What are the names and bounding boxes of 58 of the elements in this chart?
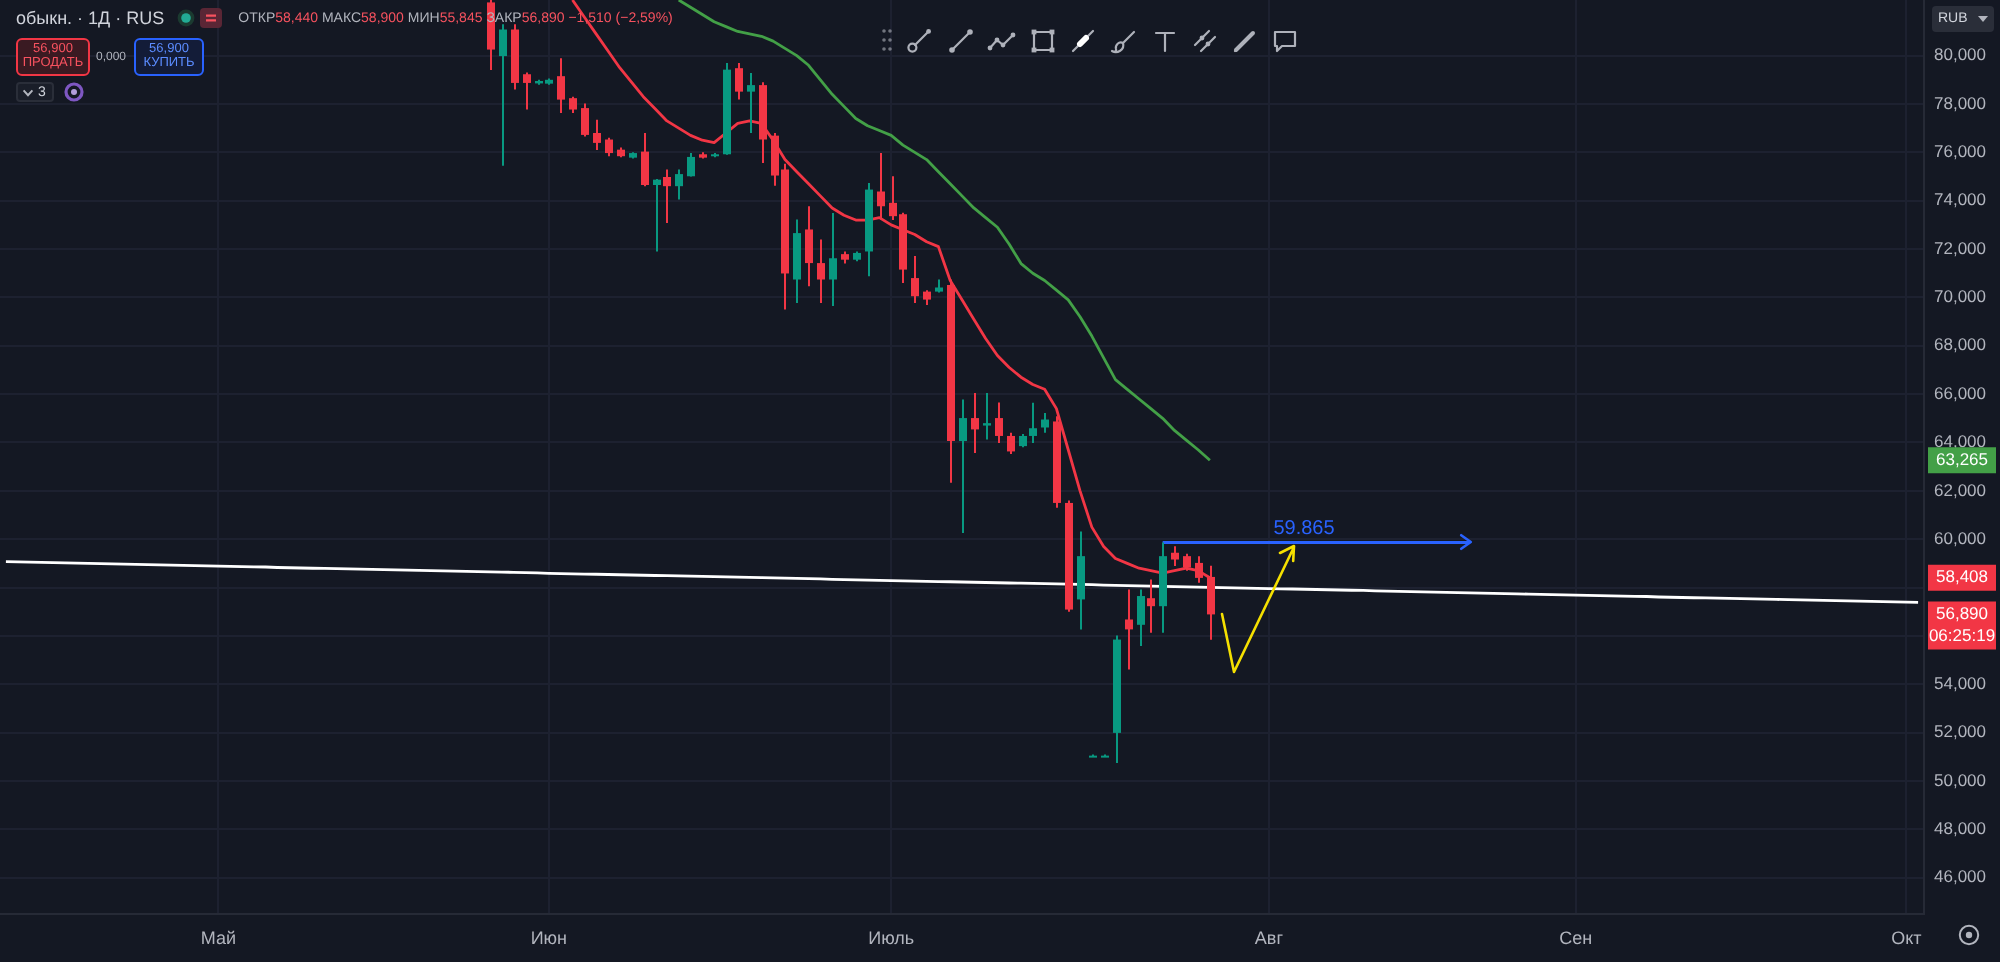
candlestick	[593, 118, 601, 151]
y-tick-label: 72,000	[1934, 237, 1987, 258]
y-tick-label: 66,000	[1934, 382, 1987, 403]
candlestick	[735, 62, 743, 101]
candlestick	[1125, 588, 1133, 671]
candlestick	[641, 131, 649, 188]
y-tick-label: 52,000	[1934, 721, 1987, 742]
x-tick-label: Сен	[1559, 927, 1593, 948]
annotation: 59.865	[1273, 518, 1336, 541]
candlestick	[995, 401, 1003, 444]
candlestick	[557, 57, 565, 114]
text: 63,265	[1936, 448, 1989, 469]
candlestick	[663, 168, 671, 224]
y-tick-label: 62,000	[1934, 479, 1987, 500]
y-tick-label: 46,000	[1934, 866, 1987, 887]
candlestick	[817, 238, 825, 304]
candlestick	[829, 212, 837, 308]
candlestick	[581, 102, 589, 138]
candlestick	[971, 391, 979, 454]
candlestick	[911, 255, 919, 304]
text: 56,890 06:25:19	[1928, 603, 1996, 646]
candlestick	[1041, 411, 1049, 434]
candlestick	[605, 136, 613, 158]
y-tick-label: 74,000	[1934, 189, 1987, 210]
candlestick	[523, 71, 531, 111]
candlestick	[675, 168, 683, 201]
y-tick-label: 80,000	[1934, 44, 1987, 65]
candlestick	[499, 23, 507, 167]
candlestick	[983, 391, 991, 441]
candlestick	[747, 72, 755, 134]
candlestick	[1029, 401, 1037, 444]
x-tick-label: Май	[200, 927, 237, 948]
y-tick-label: 50,000	[1934, 769, 1987, 790]
y-tick-label: 76,000	[1934, 141, 1987, 162]
y-tick-label: 60,000	[1934, 527, 1987, 548]
y-tick-label: 78,000	[1934, 92, 1987, 113]
candlestick	[877, 152, 885, 221]
x-tick-label: Июль	[868, 927, 915, 948]
y-tick-label: 68,000	[1934, 334, 1987, 355]
candlestick	[687, 152, 695, 178]
candlestick	[1007, 431, 1015, 456]
candlestick	[1077, 530, 1085, 631]
y-tick-label: 48,000	[1934, 818, 1987, 839]
candlestick	[1147, 578, 1155, 634]
candlestick	[1137, 588, 1145, 648]
y-tick-label: 64,000	[1934, 431, 1987, 452]
text: 58,408	[1936, 566, 1989, 587]
chart-title: обыкн. · 1Д · RUS	[16, 7, 165, 27]
candlestick	[1171, 545, 1179, 568]
x-tick-label: Окт	[1891, 927, 1922, 948]
x-tick-label: Июн	[530, 927, 568, 948]
candlestick	[805, 205, 813, 288]
y-tick-label: 70,000	[1934, 286, 1987, 307]
y-tick-label: 54,000	[1934, 672, 1987, 693]
candlestick	[793, 218, 801, 304]
candlestick	[653, 177, 661, 253]
candlestick	[959, 398, 967, 534]
x-tick-label: Авг	[1254, 927, 1285, 948]
